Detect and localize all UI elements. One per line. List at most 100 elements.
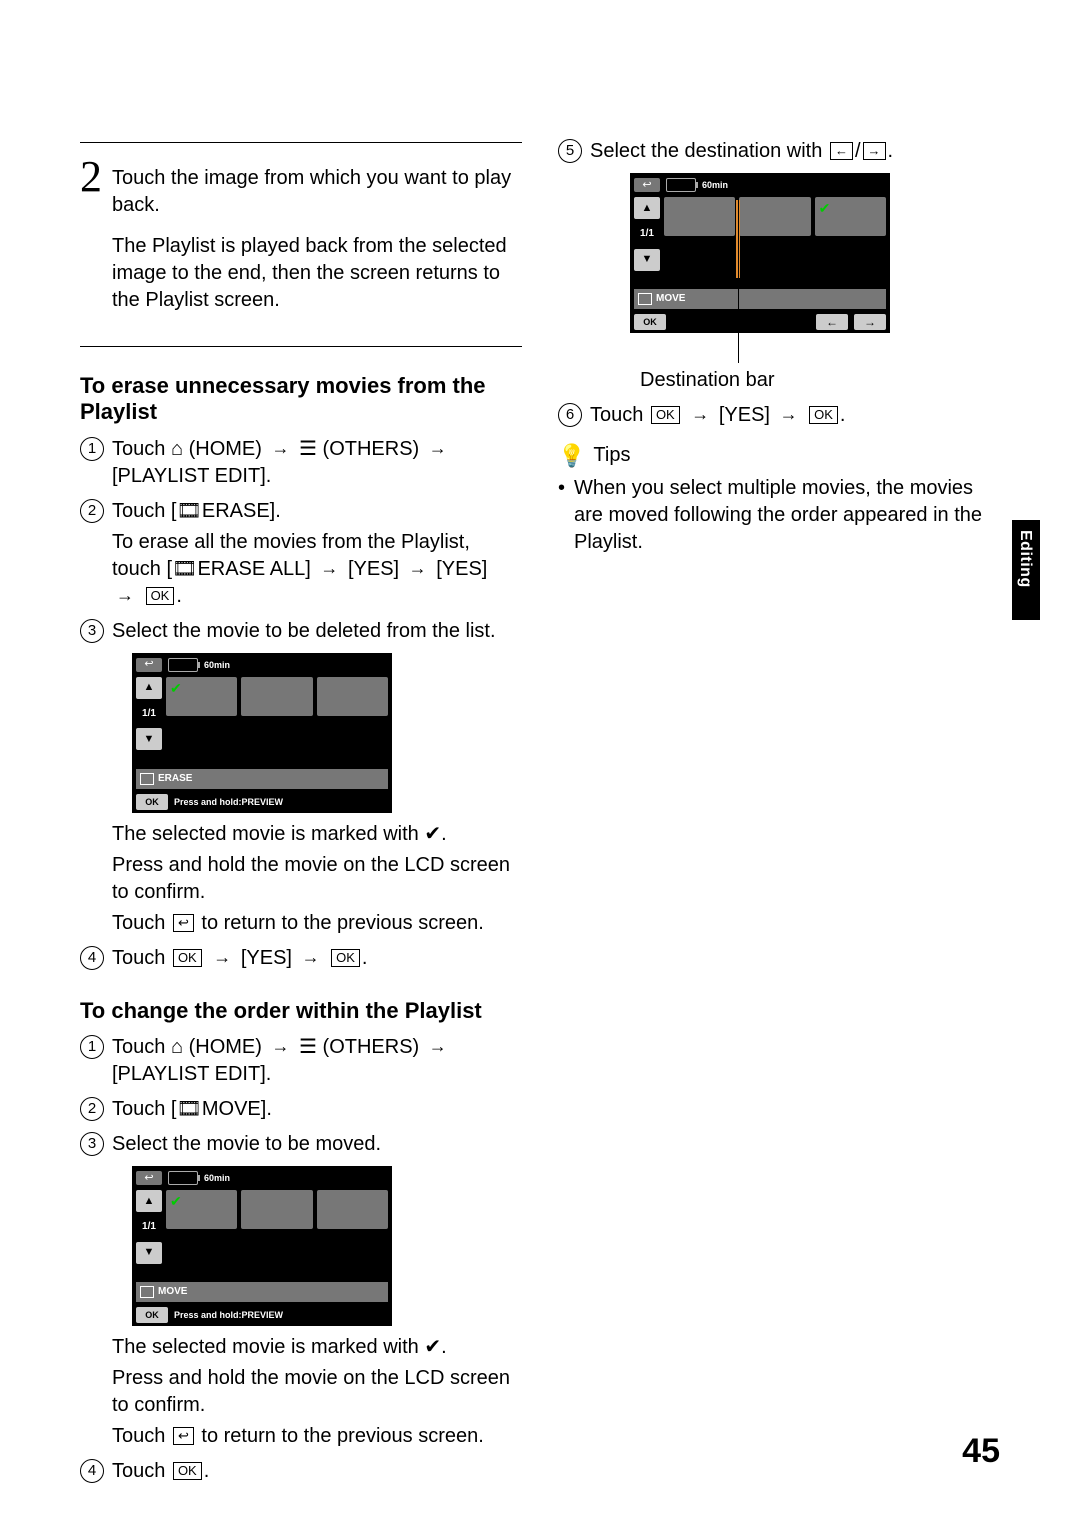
side-tab: Editing [1012, 520, 1040, 620]
page-indicator: 1/1 [634, 223, 660, 245]
others-icon: ☰ [299, 1036, 317, 1058]
arrow-icon: → [691, 404, 709, 424]
erase-after-3b: to return to the previous screen. [201, 912, 483, 934]
arrow-icon: → [213, 947, 231, 967]
thumb[interactable] [241, 1190, 312, 1229]
back-icon[interactable]: ↩ [136, 1171, 162, 1185]
lcd-move: ↩ 60min ▲ 1/1 ▼ ✔ [132, 1166, 392, 1326]
mode-label: MOVE [656, 292, 685, 306]
erase-1-a: Touch [112, 438, 165, 460]
down-icon[interactable]: ▼ [136, 1242, 162, 1264]
thumb[interactable] [317, 1190, 388, 1229]
ok-label: OK [173, 949, 202, 967]
erase-2-label: ERASE]. [202, 500, 281, 522]
mode-icon [638, 293, 652, 305]
back-icon[interactable]: ↩ [136, 658, 162, 672]
thumb-empty [739, 240, 810, 279]
arrow-icon: → [271, 1036, 289, 1056]
destination-label: Destination bar [640, 367, 1000, 394]
circled-2: 2 [80, 499, 104, 523]
step-text-2: The Playlist is played back from the sel… [112, 233, 522, 314]
check-icon: ✔ [170, 1192, 182, 1211]
thumb[interactable] [664, 197, 735, 236]
ok-label: OK [146, 587, 175, 605]
battery-icon [168, 1171, 198, 1185]
ok-button[interactable]: OK [136, 794, 168, 810]
order-1-b: [PLAYLIST EDIT]. [112, 1063, 271, 1085]
thumb[interactable] [739, 197, 810, 236]
arrow-icon: → [116, 585, 134, 605]
right-arrow-icon: → [863, 142, 886, 160]
right-steps: 5 Select the destination with ←/→. ↩ 60m… [558, 138, 1000, 429]
check-icon: ✔ [424, 1336, 441, 1358]
erase-2-yes2: [YES] [436, 558, 487, 580]
mode-icon [140, 773, 154, 785]
right-6a: Touch [590, 404, 643, 426]
mode-label: ERASE [158, 772, 192, 786]
up-icon[interactable]: ▲ [136, 1190, 162, 1212]
ok-label: OK [331, 949, 360, 967]
rule-mid [80, 346, 522, 347]
erase-1-home: (HOME) [189, 438, 262, 460]
thumb-empty [317, 1233, 388, 1272]
destination-callout-line [738, 197, 739, 363]
up-icon[interactable]: ▲ [634, 197, 660, 219]
thumb[interactable]: ✔ [166, 1190, 237, 1229]
circled-4: 4 [80, 946, 104, 970]
tips-list: When you select multiple movies, the mov… [558, 475, 1000, 556]
arrow-icon: → [409, 558, 427, 578]
page-indicator: 1/1 [136, 703, 162, 725]
page-number: 45 [962, 1429, 1000, 1475]
thumb[interactable]: ✔ [815, 197, 886, 236]
return-icon: ↩ [173, 914, 194, 932]
order-steps: 1 Touch ⌂ (HOME) → ☰ (OTHERS) → [PLAYLIS… [80, 1034, 522, 1485]
back-icon[interactable]: ↩ [634, 178, 660, 192]
circled-3: 3 [80, 1132, 104, 1156]
erase-2-b-label: ERASE ALL] [197, 558, 310, 580]
others-icon: ☰ [299, 438, 317, 460]
circled-3: 3 [80, 619, 104, 643]
erase-steps: 1 Touch ⌂ (HOME) → ☰ (OTHERS) → [PLAYLIS… [80, 436, 522, 972]
home-icon: ⌂ [171, 438, 183, 460]
order-after-3a: Touch [112, 1425, 165, 1447]
rule-top [80, 142, 522, 143]
down-icon[interactable]: ▼ [634, 249, 660, 271]
right-5a: Select the destination with [590, 140, 822, 162]
arrow-icon: → [320, 558, 338, 578]
heading-order: To change the order within the Playlist [80, 998, 522, 1024]
battery-icon [666, 178, 696, 192]
step-text-1: Touch the image from which you want to p… [112, 165, 522, 219]
mins-label: 60min [204, 659, 230, 671]
down-icon[interactable]: ▼ [136, 728, 162, 750]
thumb[interactable] [241, 677, 312, 716]
order-after-3b: to return to the previous screen. [201, 1425, 483, 1447]
arrow-icon: → [429, 438, 447, 458]
thumb[interactable] [317, 677, 388, 716]
erase-after-1: The selected movie is marked with [112, 823, 419, 845]
erase-2-yes1: [YES] [348, 558, 399, 580]
arrow-icon: → [780, 404, 798, 424]
ok-button[interactable]: OK [136, 1307, 168, 1323]
ok-label: OK [173, 1462, 202, 1480]
lcd-erase: ↩ 60min ▲ 1/1 ▼ ✔ [132, 653, 392, 813]
erase-4b: [YES] [241, 947, 292, 969]
erase-1-b: [PLAYLIST EDIT]. [112, 465, 271, 487]
up-icon[interactable]: ▲ [136, 677, 162, 699]
circled-4: 4 [80, 1459, 104, 1483]
ok-button[interactable]: OK [634, 314, 666, 330]
arrow-icon: → [429, 1036, 447, 1056]
circled-5: 5 [558, 139, 582, 163]
order-after-2: Press and hold the movie on the LCD scre… [112, 1365, 522, 1419]
tips-label: Tips [593, 442, 630, 469]
order-2: Touch [ [112, 1098, 176, 1120]
heading-erase: To erase unnecessary movies from the Pla… [80, 373, 522, 426]
order-2-label: MOVE]. [202, 1098, 272, 1120]
order-1-home: (HOME) [189, 1036, 262, 1058]
page-indicator: 1/1 [136, 1216, 162, 1238]
erase-after-3a: Touch [112, 912, 165, 934]
next-button[interactable]: → [854, 314, 886, 330]
film-icon: 🎞 [176, 1098, 201, 1120]
prev-button[interactable]: ← [816, 314, 848, 330]
thumb[interactable]: ✔ [166, 677, 237, 716]
ok-label: OK [651, 406, 680, 424]
